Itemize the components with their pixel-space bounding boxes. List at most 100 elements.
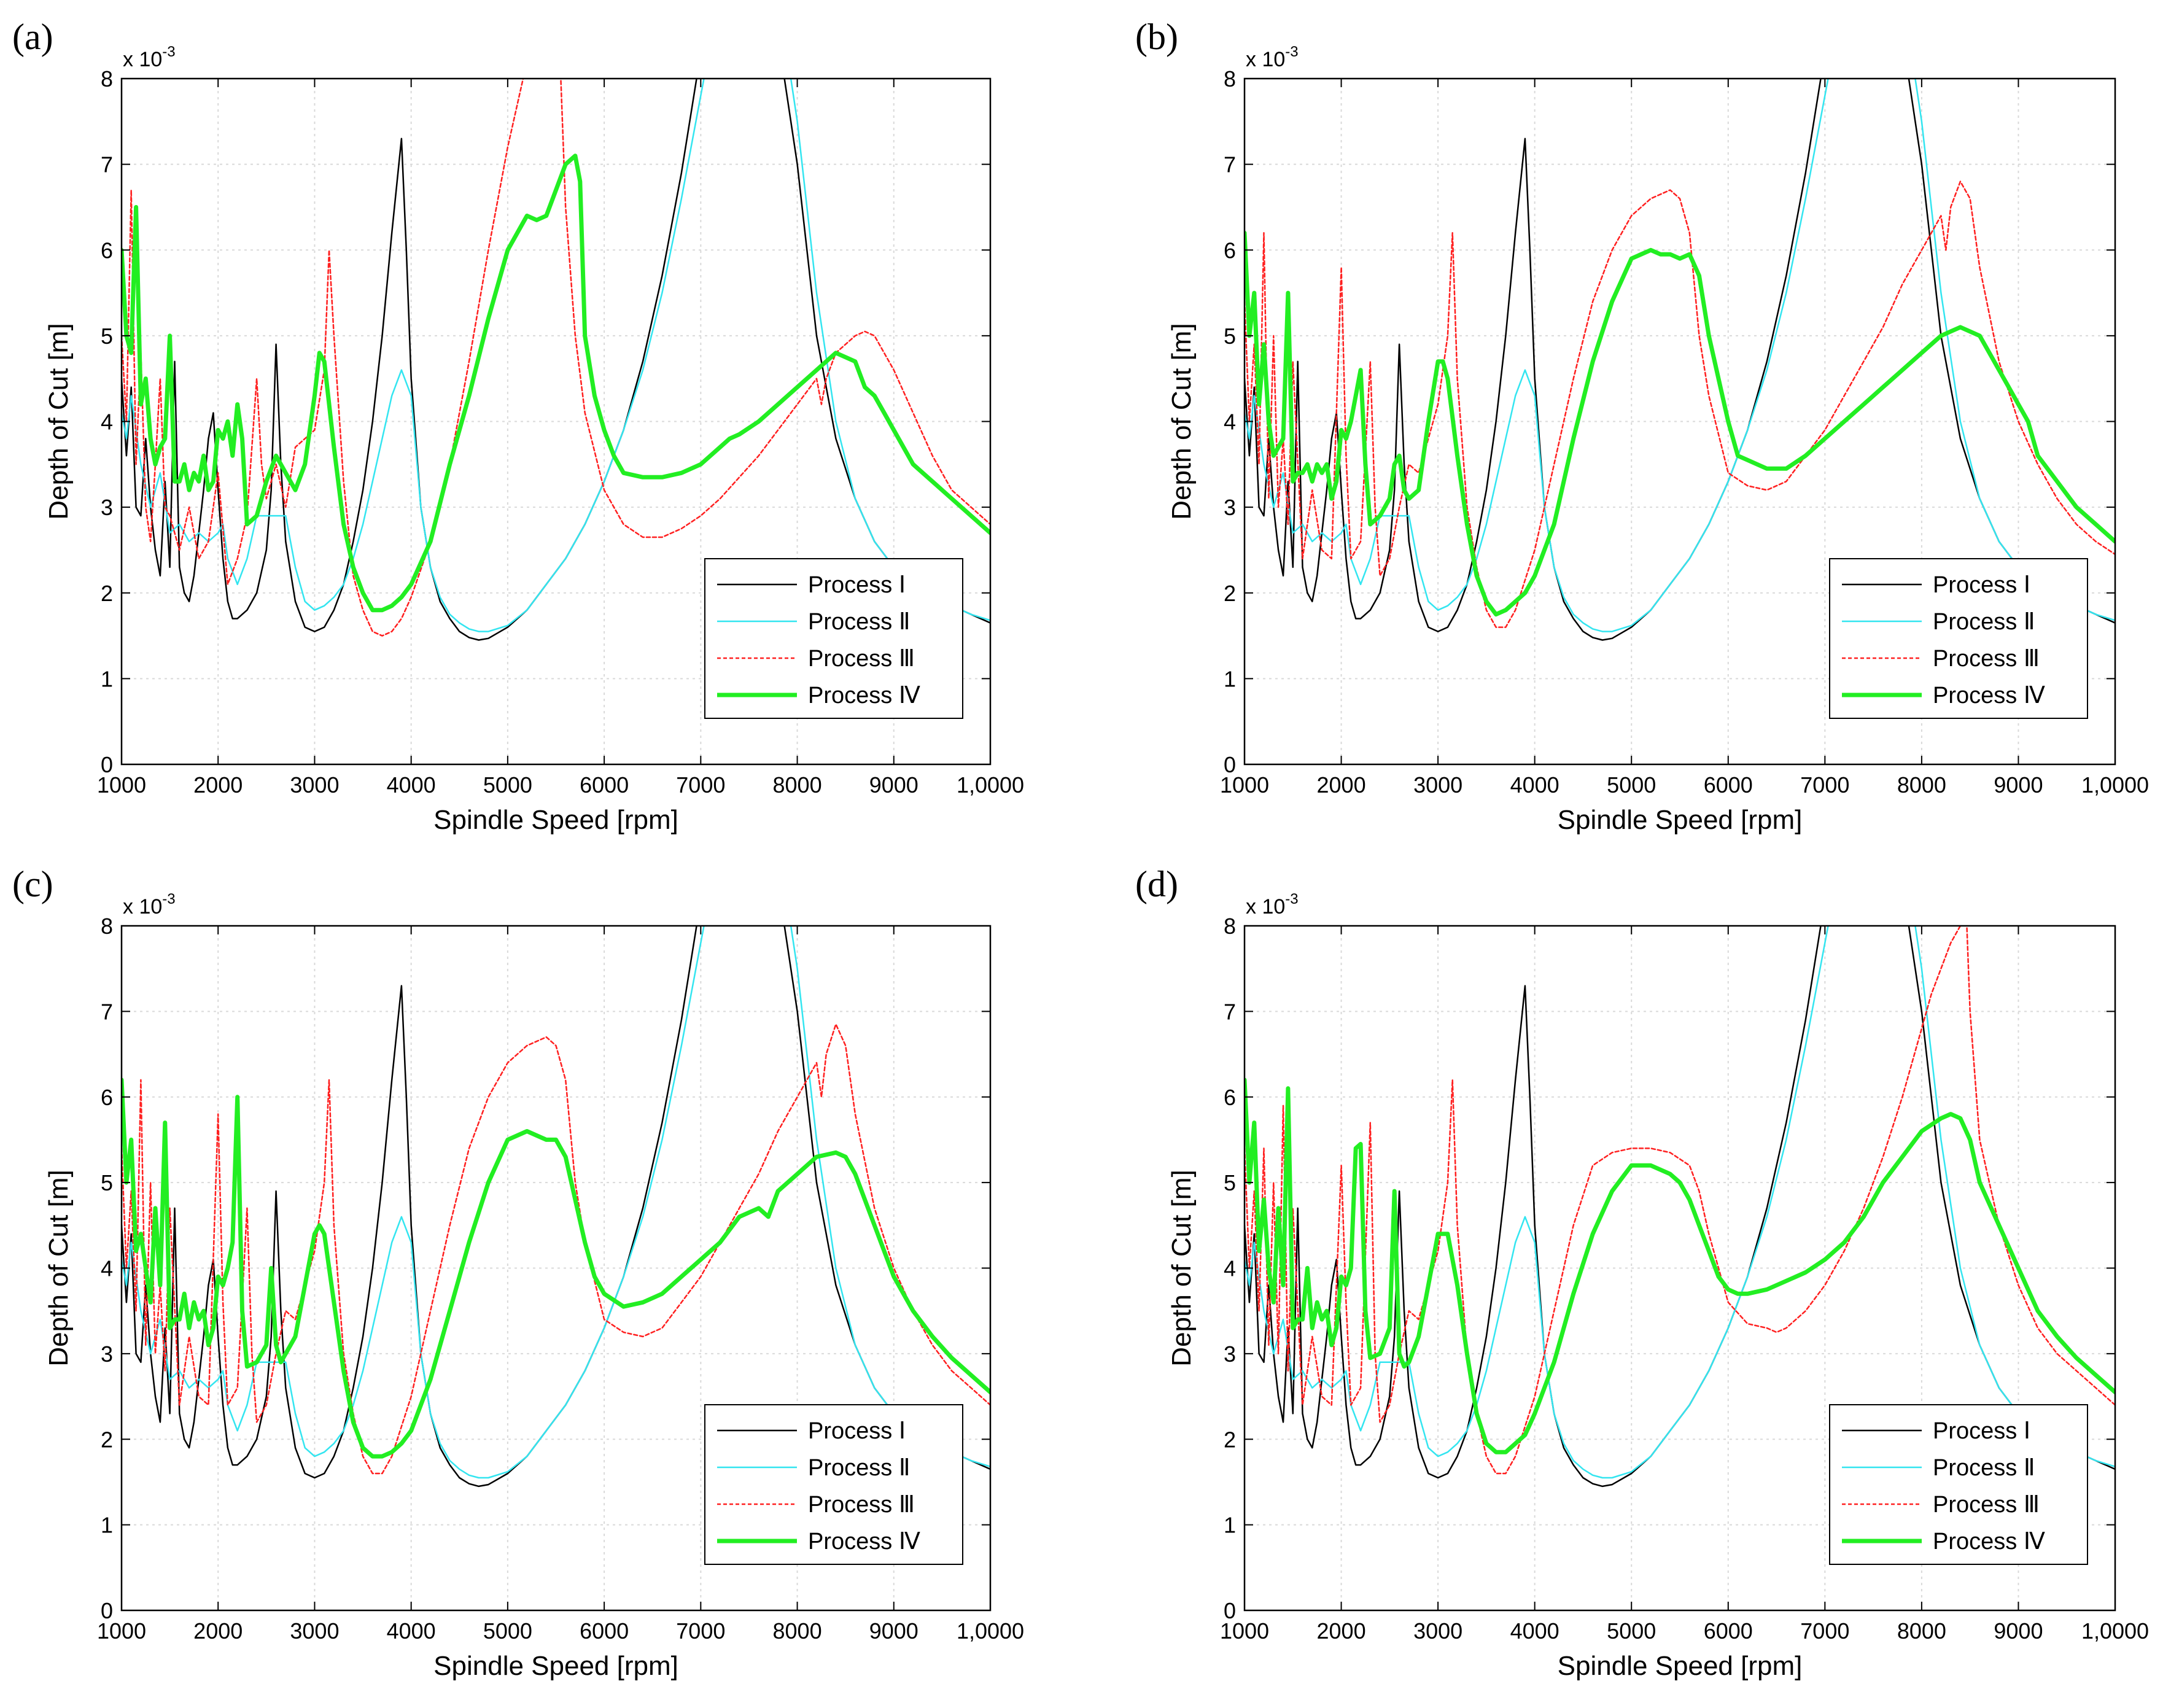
y-tick-label: 3 [101, 495, 113, 520]
x-tick-label: 5000 [483, 772, 532, 798]
series-line-2 [1245, 79, 2115, 632]
exponent-base: x 10 [1246, 895, 1285, 918]
panel-label: (d) [1135, 864, 1178, 904]
exponent-power: -3 [162, 891, 175, 907]
legend: Process Ⅰ Process Ⅱ Process Ⅲ Process Ⅳ [1829, 558, 2088, 719]
panel-d: 1000 2000 3000 4000 5000 6000 7000 8000 9000 1,00… [1135, 864, 2149, 1681]
x-tick-label: 1,0000 [957, 772, 1024, 798]
y-tick-label: 0 [1224, 1598, 1236, 1623]
exponent-label: x 10-3 [123, 44, 176, 71]
x-tick-label: 5000 [483, 1618, 532, 1644]
y-tick-label: 5 [1224, 324, 1236, 349]
exponent-base: x 10 [123, 48, 162, 71]
y-tick-label: 1 [101, 1513, 113, 1538]
exponent-base: x 10 [123, 895, 162, 918]
y-tick-label: 6 [1224, 1085, 1236, 1110]
y-tick-label: 5 [101, 324, 113, 349]
legend-label: Process Ⅱ [1933, 1455, 2035, 1481]
x-axis-title: Spindle Speed [rpm] [433, 1651, 678, 1681]
exponent-power: -3 [1285, 44, 1298, 60]
x-axis-title: Spindle Speed [rpm] [1558, 1651, 1803, 1681]
y-tick-label: 0 [101, 752, 113, 777]
x-tick-label: 9000 [869, 772, 919, 798]
y-tick-label: 3 [101, 1341, 113, 1367]
y-tick-label: 0 [1224, 752, 1236, 777]
x-tick-label: 8000 [773, 772, 822, 798]
series-line-1 [1245, 79, 2115, 641]
legend-box [1829, 558, 2088, 719]
x-tick-label: 6000 [580, 1618, 629, 1644]
legend-box [704, 1404, 963, 1565]
y-tick-label: 3 [1224, 495, 1236, 520]
legend-label: Process Ⅲ [1933, 646, 2040, 672]
y-tick-label: 5 [1224, 1170, 1236, 1195]
x-tick-label: 7000 [1800, 772, 1849, 798]
y-tick-label: 3 [1224, 1341, 1236, 1367]
legend-label: Process Ⅰ [1933, 572, 2030, 598]
exponent-label: x 10-3 [1246, 891, 1299, 918]
panels-root: 1000 2000 3000 4000 5000 6000 7000 8000 9000 1,00… [12, 17, 2149, 1681]
exponent-power: -3 [162, 44, 175, 60]
y-axis-title: Depth of Cut [m] [44, 1170, 74, 1366]
y-tick-label: 4 [101, 1256, 113, 1281]
legend-label: Process Ⅱ [808, 1455, 911, 1481]
x-tick-label: 1000 [97, 772, 146, 798]
series-line-1 [122, 79, 990, 641]
x-tick-label: 5000 [1607, 1618, 1656, 1644]
exponent-label: x 10-3 [123, 891, 176, 918]
legend-box [704, 558, 963, 719]
exponent-label: x 10-3 [1246, 44, 1299, 71]
legend-label: Process Ⅰ [808, 1418, 906, 1444]
x-tick-label: 6000 [580, 772, 629, 798]
y-tick-label: 7 [1224, 999, 1236, 1024]
x-tick-label: 5000 [1607, 772, 1656, 798]
y-tick-label: 2 [1224, 581, 1236, 606]
x-tick-label: 7000 [676, 772, 725, 798]
x-tick-label: 2000 [1317, 772, 1366, 798]
y-tick-label: 5 [101, 1170, 113, 1195]
legend-label: Process Ⅳ [1933, 683, 2045, 708]
y-tick-label: 7 [101, 999, 113, 1024]
panel-label: (a) [12, 17, 53, 57]
x-tick-label: 9000 [1994, 1618, 2043, 1644]
y-tick-label: 2 [1224, 1427, 1236, 1452]
x-tick-label: 1000 [1220, 1618, 1269, 1644]
legend: Process Ⅰ Process Ⅱ Process Ⅲ Process Ⅳ [1829, 1404, 2088, 1565]
x-tick-label: 2000 [193, 772, 243, 798]
x-tick-label: 4000 [1510, 1618, 1559, 1644]
exponent-power: -3 [1285, 891, 1298, 907]
x-tick-label: 8000 [773, 1618, 822, 1644]
panel-c: 1000 2000 3000 4000 5000 6000 7000 8000 9000 1,00… [12, 864, 1024, 1681]
y-tick-label: 6 [1224, 238, 1236, 263]
legend-label: Process Ⅱ [808, 609, 911, 635]
legend-label: Process Ⅱ [1933, 609, 2035, 635]
x-tick-label: 4000 [1510, 772, 1559, 798]
y-axis-title: Depth of Cut [m] [44, 323, 74, 519]
series-line-1 [1245, 926, 2115, 1488]
x-tick-label: 8000 [1897, 1618, 1946, 1644]
legend: Process Ⅰ Process Ⅱ Process Ⅲ Process Ⅳ [704, 1404, 963, 1565]
y-tick-label: 6 [101, 1085, 113, 1110]
y-tick-label: 8 [1224, 66, 1236, 91]
legend-label: Process Ⅳ [1933, 1529, 2045, 1555]
y-tick-label: 1 [1224, 1513, 1236, 1538]
x-tick-label: 4000 [387, 772, 436, 798]
panel-label: (c) [12, 864, 53, 904]
legend-label: Process Ⅲ [808, 1492, 915, 1518]
panel-label: (b) [1135, 17, 1178, 57]
legend-label: Process Ⅲ [1933, 1492, 2040, 1518]
legend-box [1829, 1404, 2088, 1565]
legend: Process Ⅰ Process Ⅱ Process Ⅲ Process Ⅳ [704, 558, 963, 719]
x-tick-label: 6000 [1704, 772, 1753, 798]
series-group [122, 79, 990, 641]
series-line-2 [122, 79, 990, 632]
series-line-4 [1245, 1077, 2115, 1454]
legend-label: Process Ⅳ [808, 1529, 920, 1555]
series-group [1245, 79, 2115, 641]
x-tick-label: 4000 [387, 1618, 436, 1644]
x-tick-label: 3000 [290, 772, 339, 798]
y-tick-label: 2 [101, 1427, 113, 1452]
series-line-4 [1245, 230, 2115, 617]
exponent-base: x 10 [1246, 48, 1285, 71]
